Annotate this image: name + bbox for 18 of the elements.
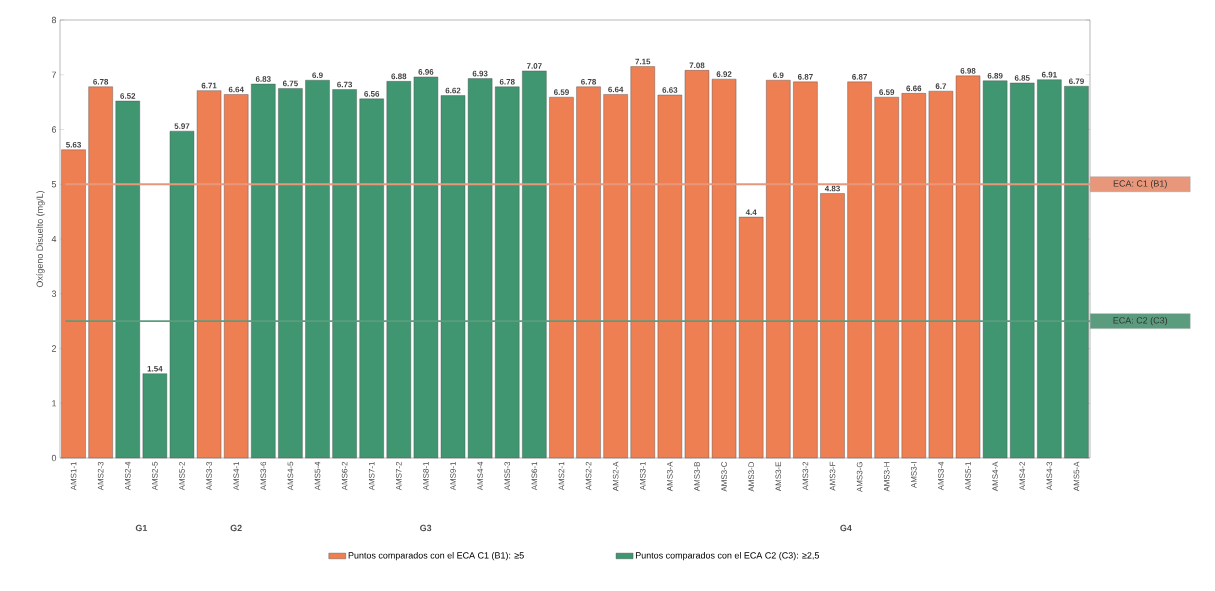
y-tick-label: 6	[51, 126, 57, 133]
y-tick-label: 0	[51, 454, 57, 462]
y-tick-label: 1	[52, 400, 57, 407]
y-tick-label: 5	[51, 181, 57, 188]
text: G1	[135, 524, 148, 532]
y-tick-label: 4	[51, 235, 57, 243]
y-tick-label: 2	[51, 345, 57, 352]
y-tick-label: 3	[51, 290, 57, 297]
y-tick-label: 7	[51, 71, 57, 78]
ref-line-label: ECA: C2 (C3)	[1113, 316, 1168, 326]
y-tick-label: 8	[51, 16, 57, 24]
legend-label: Puntos comparados con el ECA C2 (C3): ≥2,5	[635, 551, 820, 561]
y-axis-title: Oxígeno Disuelto (mg/L)	[36, 190, 45, 288]
text: G3	[420, 524, 432, 532]
text: G4	[840, 524, 852, 532]
ref-line-label: ECA: C1 (B1)	[1113, 180, 1167, 189]
legend-label: Puntos comparados con el ECA C1 (B1): ≥5	[348, 551, 524, 561]
text: G2	[230, 524, 242, 532]
